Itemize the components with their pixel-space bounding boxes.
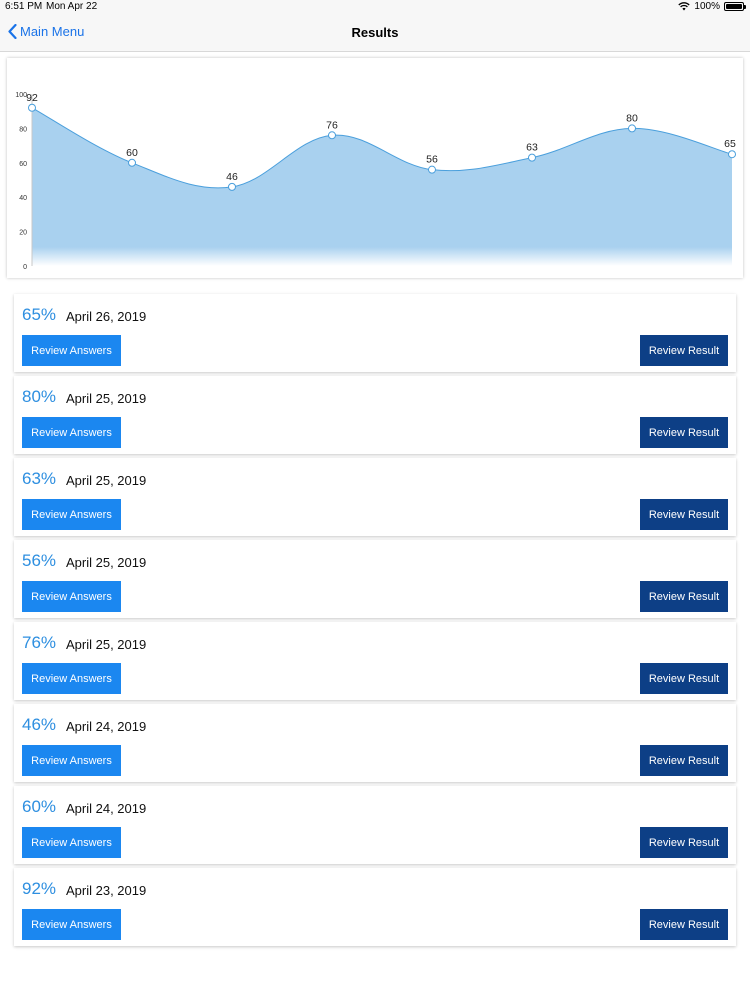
result-date: April 24, 2019 — [66, 719, 147, 734]
result-date: April 25, 2019 — [66, 391, 147, 406]
battery-icon — [724, 2, 746, 11]
result-score: 63% — [22, 469, 57, 488]
chevron-left-icon — [8, 24, 17, 39]
navigation-bar: Main Menu Results — [0, 14, 750, 52]
back-button[interactable]: Main Menu — [8, 24, 84, 39]
result-score: 76% — [22, 633, 57, 652]
result-card: 63% April 25, 2019 Review Answers Review Re… — [14, 458, 736, 536]
results-list: 65% April 26, 2019 Review Answers Review Re… — [14, 294, 736, 950]
result-date: April 24, 2019 — [66, 801, 147, 816]
result-score: 92% — [22, 879, 57, 898]
review-result-button[interactable]: Review Result — [640, 909, 728, 940]
chart-data-point — [28, 103, 36, 112]
review-result-button[interactable]: Review Result — [640, 745, 728, 776]
review-answers-button[interactable]: Review Answers — [22, 335, 121, 366]
result-score: 80% — [22, 387, 57, 406]
result-date: April 26, 2019 — [66, 309, 147, 324]
review-result-button[interactable]: Review Result — [640, 417, 728, 448]
wifi-icon — [678, 2, 691, 11]
review-answers-button[interactable]: Review Answers — [22, 663, 121, 694]
chart-data-label: 63 — [526, 142, 538, 154]
chart-data-point — [328, 131, 336, 140]
status-time: 6:51 PM — [5, 1, 43, 12]
chart-data-label: 80 — [626, 112, 638, 124]
review-result-button[interactable]: Review Result — [640, 335, 728, 366]
review-answers-button[interactable]: Review Answers — [22, 827, 121, 858]
result-card: 80% April 25, 2019 Review Answers Review Re… — [14, 376, 736, 454]
chart-data-label: 56 — [426, 154, 438, 166]
battery-percent: 100% — [694, 1, 720, 12]
chart-data-point — [728, 150, 736, 159]
chart-data-point — [128, 158, 136, 167]
review-answers-button[interactable]: Review Answers — [22, 499, 121, 530]
results-chart: 0 20 40 60 80 100 92 60 46 76 56 63 80 65 — [7, 58, 743, 278]
status-right: 100% — [678, 1, 746, 12]
result-date: April 25, 2019 — [66, 473, 147, 488]
review-answers-button[interactable]: Review Answers — [22, 417, 121, 448]
chart-data-point — [528, 153, 536, 162]
review-answers-button[interactable]: Review Answers — [22, 581, 121, 612]
result-score: 46% — [22, 715, 57, 734]
result-card: 92% April 23, 2019 Review Answers Review Re… — [14, 868, 736, 946]
review-result-button[interactable]: Review Result — [640, 663, 728, 694]
review-answers-button[interactable]: Review Answers — [22, 745, 121, 776]
result-card: 46% April 24, 2019 Review Answers Review Re… — [14, 704, 736, 782]
status-date: Mon Apr 22 — [46, 1, 98, 12]
result-card: 60% April 24, 2019 Review Answers Review Re… — [14, 786, 736, 864]
chart-y-tick-label: 100 — [15, 92, 27, 99]
chart-y-tick-label: 60 — [19, 161, 27, 168]
review-answers-button[interactable]: Review Answers — [22, 909, 121, 940]
chart-y-tick-label: 0 — [23, 264, 27, 271]
result-date: April 25, 2019 — [66, 637, 147, 652]
result-score: 65% — [22, 305, 57, 324]
chart-data-label: 65 — [724, 138, 736, 150]
results-chart-svg: 0 20 40 60 80 100 92 60 46 76 56 63 80 65 — [15, 92, 736, 271]
result-score: 56% — [22, 551, 57, 570]
chart-data-point — [628, 124, 636, 133]
review-result-button[interactable]: Review Result — [640, 827, 728, 858]
status-bar: 6:51 PM Mon Apr 22 100% — [0, 0, 750, 14]
result-date: April 23, 2019 — [66, 883, 147, 898]
chart-data-label: 92 — [26, 92, 38, 104]
page-title: Results — [351, 25, 399, 40]
chart-y-tick-label: 80 — [19, 126, 27, 133]
chart-data-label: 60 — [126, 147, 138, 159]
review-result-button[interactable]: Review Result — [640, 581, 728, 612]
result-date: April 25, 2019 — [66, 555, 147, 570]
chart-series-line — [31, 107, 733, 189]
back-button-label: Main Menu — [20, 24, 85, 39]
result-score: 60% — [22, 797, 57, 816]
result-card: 76% April 25, 2019 Review Answers Review Re… — [14, 622, 736, 700]
chart-data-point — [228, 182, 236, 191]
chart-y-tick-label: 40 — [19, 195, 27, 202]
chart-y-tick-label: 20 — [19, 230, 27, 237]
result-card: 56% April 25, 2019 Review Answers Review Re… — [14, 540, 736, 618]
chart-data-label: 46 — [226, 171, 238, 183]
chart-area-fill — [32, 107, 732, 266]
result-card: 65% April 26, 2019 Review Answers Review Re… — [14, 294, 736, 372]
chart-data-point — [428, 165, 436, 174]
chart-data-label: 76 — [326, 119, 338, 131]
review-result-button[interactable]: Review Result — [640, 499, 728, 530]
